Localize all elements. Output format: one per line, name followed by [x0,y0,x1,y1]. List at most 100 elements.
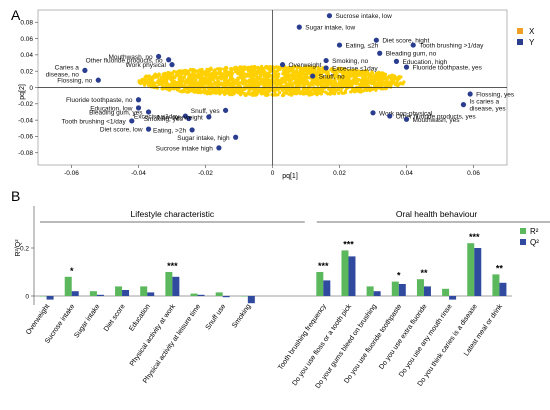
x-observation [291,76,295,81]
significance-mark: ** [420,268,428,278]
x-observation [302,79,307,83]
bar-y-tick-label: 0 [25,293,29,300]
point-label: Sugar intake, high [177,135,230,142]
x-observation [277,72,281,76]
x-observation [309,65,313,69]
x-observation [368,80,372,84]
significance-mark: *** [167,261,178,271]
x-observation [356,69,360,73]
x-observation [383,87,388,91]
legend-swatch-x [517,28,523,34]
point-label: Flossing, yes [476,92,515,99]
x-observation [185,78,189,82]
x-observation [287,65,291,70]
bar-q2 [348,256,356,296]
point-label: Work non-physical [379,110,433,117]
x-observation [297,87,301,91]
x-observation [171,72,175,76]
x-observation [368,89,372,93]
x-observation [182,75,186,79]
x-observation [307,76,311,80]
x-observation [287,76,291,80]
y-point [145,126,152,132]
x-observation [245,72,249,76]
point-label: Overweight [289,62,322,69]
x-observation [332,68,336,72]
x-observation [199,70,203,75]
bar-q2 [247,296,255,304]
x-observation [283,66,287,70]
y-point [233,134,239,140]
legend-swatch-y [517,39,523,45]
bars [39,243,507,304]
bar-q2 [499,282,507,296]
x-observation [308,82,312,86]
bar-q2 [474,248,482,296]
group-title: Oral health behaviour [396,209,477,219]
x-observation [327,74,331,78]
x-observation [338,75,342,80]
x-observation [210,82,214,86]
x-observation [140,77,144,81]
x-observation [254,81,259,85]
x-observation [225,71,229,75]
category-label: Do you use any mouth rinse [398,303,454,378]
x-observation [390,73,394,77]
x-observation [303,69,307,73]
x-observation [241,81,245,85]
x-observation [202,72,206,76]
x-observation [341,71,345,75]
x-observation [192,80,196,84]
x-observation [358,86,362,90]
x-observation [264,82,268,86]
x-observation [247,89,251,93]
category-label: Education [128,303,152,333]
x-observation [187,76,191,80]
x-observation [294,92,298,96]
x-tick-label: -0.06 [64,170,79,177]
point-label: Tooth brushing >1/day [419,43,484,50]
y-point [186,115,192,122]
legend-swatch-r2 [520,228,526,234]
bar-r2 [240,296,248,297]
point-label: Caries a disease, no [46,64,80,78]
bar-r2 [442,288,450,296]
x-observation [207,69,211,73]
x-observation [310,69,314,74]
x-observation [235,82,239,86]
x-observation [241,65,246,69]
y-point [135,97,142,103]
bar-q2 [172,276,180,296]
x-observation [313,90,317,95]
x-observation [303,75,307,79]
y-point [393,58,400,64]
x-observation [282,91,286,95]
x-observation [318,74,322,78]
x-observation [360,89,364,93]
bar-r2 [341,250,349,296]
x-observation [399,81,403,85]
x-observation [387,74,391,78]
x-observation [266,78,270,82]
point-label: Flossing, no [57,78,92,85]
category-label: Physical activity at work [129,303,177,368]
x-observation [210,90,214,94]
legend-label-x: X [529,27,535,36]
x-observation [340,91,344,95]
point-label: Fluoride toothpaste, no [66,97,133,104]
x-tick-label: -0.02 [198,170,213,177]
x-observation [238,66,242,70]
x-observation [192,68,196,72]
x-observation [324,90,328,94]
x-observation [295,80,299,84]
x-observation [311,78,315,82]
scatter-legend: X Y [517,27,535,47]
x-observation [256,75,260,80]
y-point [95,77,101,83]
y-tick-label: -0.08 [18,150,33,157]
category-label: Sugar intake [73,303,101,339]
point-label: Mouthwash, yes [413,117,461,124]
x-observation [143,75,147,79]
x-observation [347,75,351,79]
x-observation [334,88,338,92]
